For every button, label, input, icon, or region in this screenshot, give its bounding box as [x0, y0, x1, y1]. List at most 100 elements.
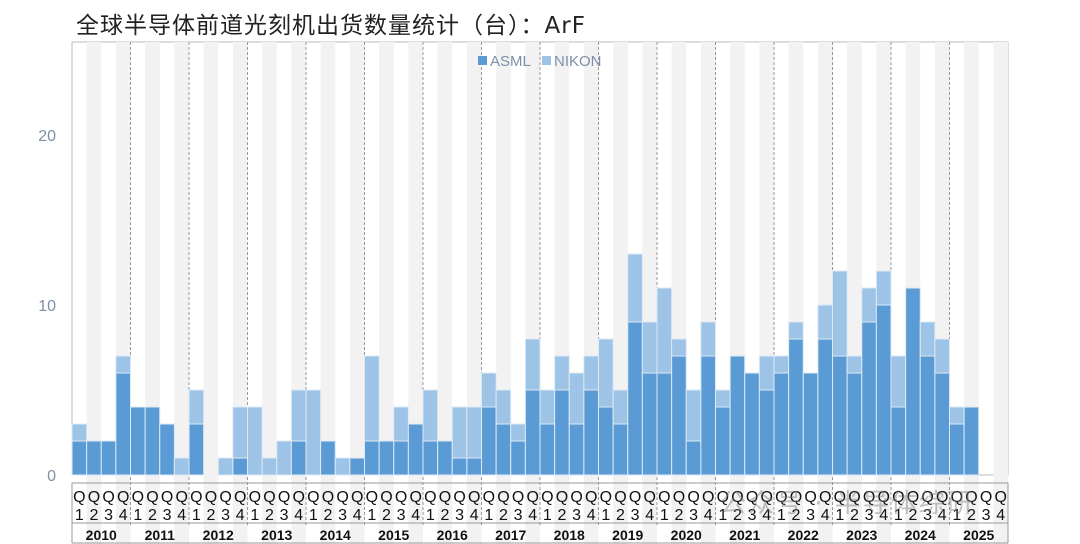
x-tick-quarter-number: 4	[470, 507, 479, 524]
x-tick-quarter-number: 4	[528, 507, 537, 524]
bar-nikon	[173, 457, 190, 476]
bar-nikon	[247, 406, 263, 476]
bar-asml	[495, 423, 512, 476]
x-tick-quarter-number: 2	[557, 507, 566, 524]
x-tick-quarter-letter: Q	[205, 489, 217, 506]
bar-nikon	[773, 355, 790, 374]
x-tick-year: 2024	[905, 527, 936, 543]
bar-asml	[188, 423, 205, 476]
bar-asml	[612, 423, 629, 476]
bar-nikon	[305, 389, 322, 476]
bar-nikon	[715, 389, 731, 408]
x-tick-quarter-number: 1	[309, 507, 318, 524]
x-tick-year: 2011	[145, 527, 176, 543]
x-tick-quarter-letter: Q	[483, 489, 495, 506]
x-tick-quarter-letter: Q	[409, 489, 421, 506]
bar-nikon	[290, 389, 307, 442]
bar-nikon	[817, 304, 833, 340]
bar-nikon	[700, 321, 716, 357]
x-tick-quarter-letter: Q	[453, 489, 465, 506]
bar-asml	[290, 440, 307, 476]
x-tick-quarter-number: 3	[104, 507, 113, 524]
x-tick-quarter-letter: Q	[468, 489, 480, 506]
x-tick-quarter-number: 3	[689, 507, 698, 524]
chart-title: 全球半导体前道光刻机出货数量统计（台）：ArF	[76, 13, 586, 39]
x-tick-year: 2017	[495, 527, 526, 543]
x-tick-quarter-number: 1	[543, 507, 552, 524]
x-tick-quarter-number: 4	[938, 507, 947, 524]
bar-nikon	[539, 389, 556, 425]
x-tick-quarter-letter: Q	[980, 489, 992, 506]
x-tick-quarter-number: 2	[323, 507, 332, 524]
bar-asml	[758, 389, 775, 476]
bar-asml	[364, 440, 380, 476]
bar-asml	[875, 304, 892, 476]
bar-asml	[641, 372, 658, 476]
x-tick-quarter-letter: Q	[556, 489, 568, 506]
background-stripe	[349, 42, 365, 544]
x-tick-quarter-number: 2	[791, 507, 800, 524]
x-tick-quarter-letter: Q	[775, 489, 787, 506]
bar-asml	[861, 321, 877, 476]
x-tick-quarter-number: 4	[353, 507, 362, 524]
bar-asml	[510, 440, 526, 476]
x-tick-year: 2025	[963, 527, 994, 543]
x-tick-quarter-letter: Q	[760, 489, 772, 506]
x-tick-quarter-letter: Q	[936, 489, 948, 506]
bar-asml	[451, 457, 468, 476]
bar-nikon	[656, 287, 673, 374]
x-tick-year: 2023	[846, 527, 877, 543]
x-tick-quarter-letter: Q	[585, 489, 597, 506]
background-stripe	[437, 42, 453, 544]
bar-asml	[963, 406, 980, 476]
bar-asml	[598, 406, 614, 476]
x-tick-quarter-letter: Q	[292, 489, 304, 506]
bar-asml	[788, 338, 804, 476]
x-tick-quarter-letter: Q	[117, 489, 129, 506]
x-tick-quarter-number: 1	[250, 507, 259, 524]
x-tick-quarter-number: 3	[397, 507, 406, 524]
bar-asml	[100, 440, 117, 476]
x-tick-quarter-number: 2	[616, 507, 625, 524]
bar-nikon	[671, 338, 687, 357]
x-tick-quarter-letter: Q	[921, 489, 933, 506]
bar-nikon	[451, 406, 468, 459]
background-stripe	[408, 42, 423, 544]
bar-nikon	[949, 406, 965, 425]
x-tick-quarter-letter: Q	[219, 489, 231, 506]
y-tick-label: 20	[38, 128, 56, 145]
bar-nikon	[758, 355, 775, 391]
x-tick-quarter-number: 2	[206, 507, 215, 524]
bar-nikon	[583, 355, 599, 391]
bar-asml	[832, 355, 848, 476]
x-tick-quarter-number: 3	[982, 507, 991, 524]
y-tick-label: 0	[47, 468, 56, 485]
x-tick-quarter-letter: Q	[190, 489, 202, 506]
x-tick-quarter-number: 3	[572, 507, 581, 524]
x-tick-quarter-letter: Q	[102, 489, 114, 506]
x-tick-quarter-number: 3	[514, 507, 523, 524]
x-tick-year: 2016	[437, 527, 468, 543]
x-tick-quarter-number: 4	[704, 507, 713, 524]
x-tick-quarter-letter: Q	[834, 489, 846, 506]
x-tick-quarter-letter: Q	[863, 489, 875, 506]
bar-asml	[905, 287, 921, 476]
x-tick-quarter-letter: Q	[351, 489, 363, 506]
x-tick-quarter-number: 3	[865, 507, 874, 524]
bar-asml	[817, 338, 833, 476]
bar-asml	[846, 372, 863, 476]
x-tick-quarter-letter: Q	[161, 489, 173, 506]
bar-nikon	[641, 321, 658, 374]
background-stripe	[174, 42, 189, 544]
bar-asml	[744, 372, 760, 476]
x-tick-quarter-number: 3	[280, 507, 289, 524]
legend-swatch-asml	[478, 56, 487, 65]
x-tick-quarter-number: 1	[192, 507, 201, 524]
x-tick-quarter-number: 1	[894, 507, 903, 524]
x-tick-quarter-letter: Q	[380, 489, 392, 506]
bar-nikon	[524, 338, 541, 391]
x-tick-quarter-number: 4	[821, 507, 830, 524]
x-tick-quarter-letter: Q	[848, 489, 860, 506]
x-tick-year: 2022	[788, 527, 819, 543]
